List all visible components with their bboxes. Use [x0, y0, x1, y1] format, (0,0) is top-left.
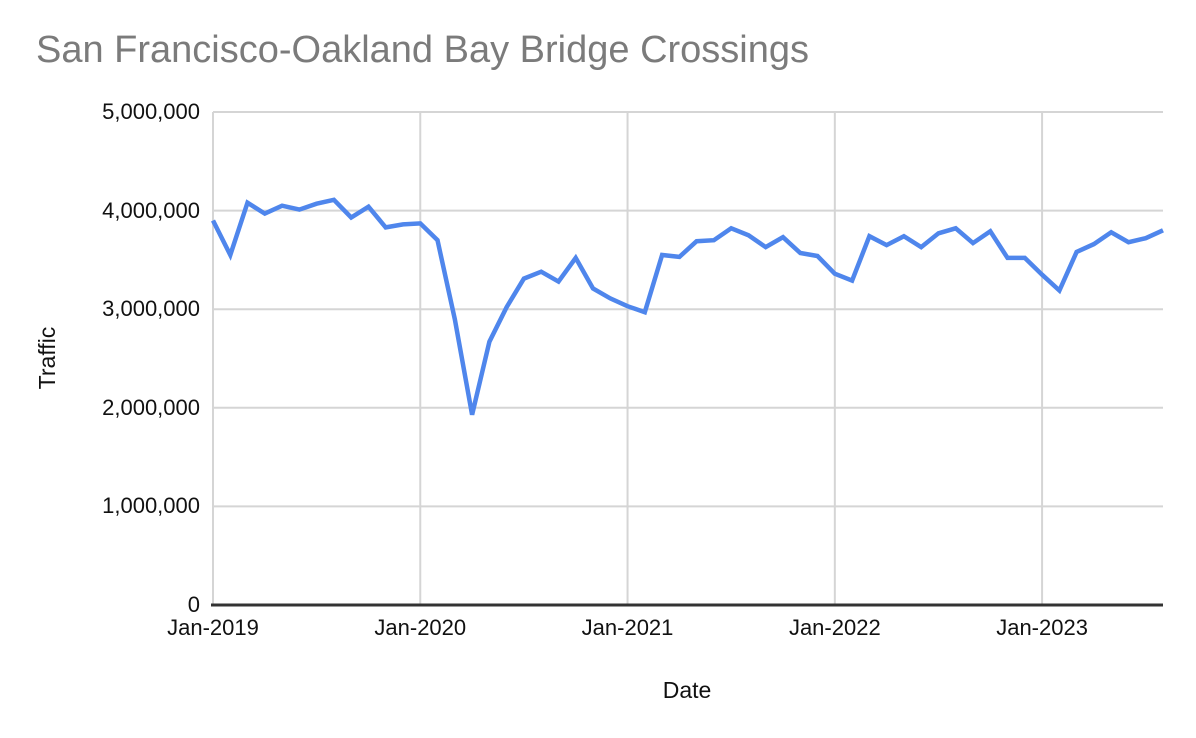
x-axis-tick-label: Jan-2023	[996, 615, 1088, 640]
traffic-line-series	[210, 197, 1164, 416]
x-axis-tick-label: Jan-2020	[374, 615, 467, 640]
y-axis-tick-label: 5,000,000	[102, 99, 200, 124]
x-axis-tick-label: Jan-2019	[167, 615, 259, 640]
y-axis-tick-label: 4,000,000	[102, 197, 200, 223]
y-axis-tick-label: 1,000,000	[102, 493, 200, 519]
y-axis-tick-label: 3,000,000	[102, 296, 200, 322]
x-axis-tick-label: Jan-2021	[581, 615, 674, 640]
chart-title: San Francisco-Oakland Bay Bridge Crossin…	[36, 29, 810, 71]
y-axis-tick-label: 0	[187, 592, 200, 617]
x-axis-tick-label: Jan-2022	[788, 615, 881, 640]
y-axis-tick-label: 2,000,000	[102, 394, 200, 420]
x-axis-title: Date	[662, 677, 712, 703]
y-axis-title: Traffic	[34, 326, 60, 390]
